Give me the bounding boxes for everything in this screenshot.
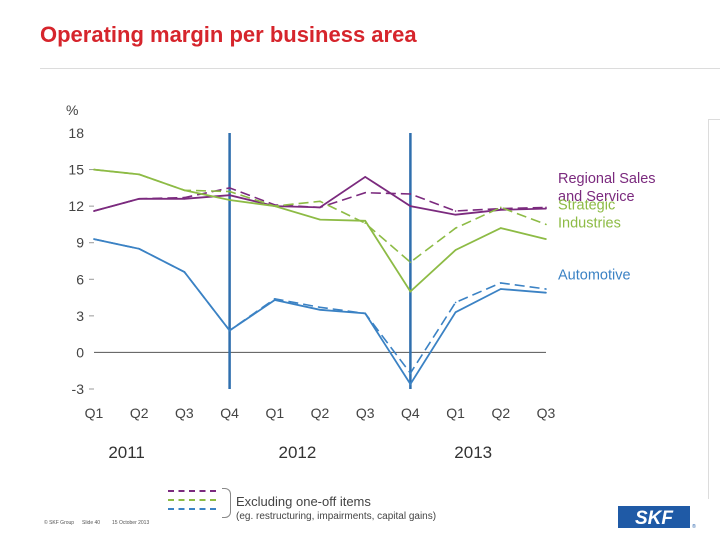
y-tick-label: 9	[76, 235, 84, 251]
skf-logo: SKF ®	[618, 506, 696, 530]
data-point	[454, 210, 457, 212]
data-point	[545, 207, 547, 210]
data-point	[183, 198, 186, 200]
y-tick-label: 15	[68, 162, 84, 178]
data-point	[454, 249, 457, 251]
data-point	[138, 173, 140, 176]
x-tick-label: Q1	[446, 405, 465, 421]
data-point	[319, 218, 321, 221]
data-point	[409, 383, 412, 385]
x-tick-label: Q2	[130, 405, 149, 421]
x-tick-label: Q3	[175, 405, 194, 421]
data-point	[364, 191, 367, 194]
x-tick-label: Q1	[265, 405, 284, 421]
page-title: Operating margin per business area	[40, 22, 417, 47]
data-point	[364, 176, 367, 178]
data-point	[500, 227, 502, 229]
data-point	[545, 206, 547, 209]
data-point	[454, 311, 457, 314]
data-point	[454, 213, 457, 216]
data-point	[228, 190, 231, 193]
footer-company: © SKF Group	[44, 520, 75, 526]
note-main: Excluding one-off items	[236, 494, 371, 509]
x-tick-label: Q1	[85, 405, 104, 421]
legend-dash-purple	[168, 490, 216, 492]
x-tick-label: Q3	[537, 405, 556, 421]
data-point	[319, 308, 321, 311]
y-axis-unit: %	[66, 102, 78, 118]
series-line-strategic-industries-dashed	[93, 168, 547, 264]
data-point	[454, 301, 457, 304]
series-label: Regional Sales and Service	[558, 171, 656, 205]
y-tick-label: 3	[76, 308, 84, 324]
data-point	[228, 199, 231, 201]
data-point	[183, 196, 186, 199]
data-point	[364, 222, 367, 225]
data-point	[364, 312, 367, 315]
data-point	[183, 271, 186, 273]
year-label: 2013	[454, 443, 492, 462]
series-label: Strategic Industries	[558, 197, 621, 231]
data-point	[454, 227, 457, 229]
y-tick-label: 0	[76, 344, 84, 360]
svg-text:SKF: SKF	[635, 508, 674, 529]
x-tick-label: Q4	[401, 405, 420, 421]
data-point	[364, 219, 367, 222]
x-tick-label: Q4	[220, 405, 239, 421]
series-line-automotive-solid	[93, 238, 547, 386]
data-point	[409, 205, 412, 207]
data-point	[138, 248, 140, 250]
x-tick-label: Q3	[356, 405, 375, 421]
data-point	[409, 261, 412, 264]
frame-tab	[708, 68, 720, 120]
data-point	[409, 290, 412, 293]
x-tick-label: Q2	[491, 405, 510, 421]
y-tick-label: 18	[68, 125, 84, 141]
data-point	[93, 168, 95, 171]
content-frame	[40, 68, 709, 499]
data-point	[409, 193, 412, 195]
data-point	[545, 238, 547, 240]
data-point	[319, 200, 321, 203]
data-point	[93, 210, 95, 212]
legend-brace	[222, 488, 231, 518]
footer-slide: Slide 40	[82, 520, 101, 526]
data-point	[500, 206, 502, 209]
data-point	[319, 306, 321, 309]
series-line-strategic-industries-solid	[93, 168, 547, 293]
year-label: 2011	[108, 443, 145, 462]
data-point	[93, 238, 95, 240]
y-tick-label: 6	[76, 271, 84, 287]
legend-dash-green	[168, 499, 216, 501]
data-point	[500, 209, 502, 211]
data-point	[138, 198, 140, 200]
data-point	[500, 288, 502, 290]
data-point	[228, 329, 231, 332]
data-point	[274, 205, 276, 207]
note-sub: (eg. restructuring, impairments, capital…	[236, 511, 437, 522]
y-tick-label: -3	[72, 381, 85, 397]
data-point	[545, 291, 547, 294]
data-point	[319, 206, 321, 209]
data-point	[409, 372, 412, 374]
data-point	[183, 189, 186, 192]
x-tick-label: Q2	[311, 405, 330, 421]
svg-text:®: ®	[692, 523, 696, 530]
series-label: Automotive	[558, 267, 631, 283]
data-point	[500, 282, 502, 284]
data-point	[228, 194, 231, 196]
year-label: 2012	[278, 443, 316, 462]
data-point	[500, 207, 502, 210]
data-point	[545, 223, 547, 226]
data-point	[545, 288, 547, 290]
data-point	[228, 187, 231, 189]
data-point	[274, 297, 276, 300]
y-tick-label: 12	[68, 198, 84, 214]
footer-date: 15 October 2013	[112, 520, 150, 526]
series-line-automotive-dashed	[93, 238, 547, 375]
legend-dash-blue	[168, 508, 216, 510]
